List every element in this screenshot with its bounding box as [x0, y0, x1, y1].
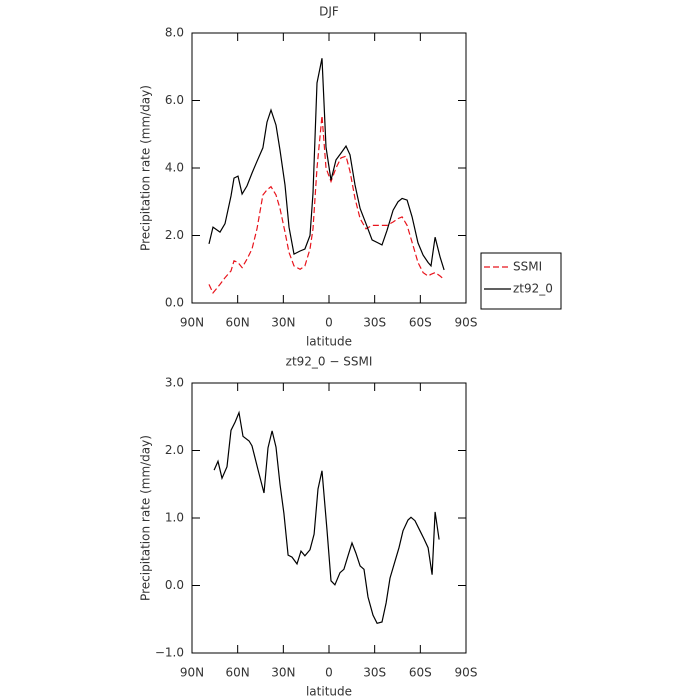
- x-tick-label: 60S: [409, 316, 432, 330]
- chart-title: DJF: [319, 5, 339, 19]
- x-tick-label: 0: [325, 316, 333, 330]
- x-tick-label: 90S: [455, 316, 478, 330]
- x-tick-label: 90S: [455, 666, 478, 680]
- y-tick-label: 0.0: [165, 296, 184, 310]
- legend-box: [480, 252, 562, 310]
- y-tick-label: 2.0: [165, 228, 184, 242]
- x-axis-label: latitude: [306, 335, 352, 349]
- series-line: [208, 115, 445, 295]
- x-tick-label: 60N: [226, 666, 250, 680]
- x-tick-label: 60S: [409, 666, 432, 680]
- x-tick-label: 90N: [180, 666, 204, 680]
- y-tick-label: 1.0: [165, 511, 184, 525]
- series-line: [208, 58, 445, 271]
- x-tick-label: 30N: [271, 316, 295, 330]
- x-tick-label: 30S: [363, 666, 386, 680]
- x-tick-label: 90N: [180, 316, 204, 330]
- y-tick-label: 2.0: [165, 443, 184, 457]
- y-tick-label: 8.0: [165, 26, 184, 40]
- y-tick-label: 0.0: [165, 578, 184, 592]
- x-tick-label: 30N: [271, 666, 295, 680]
- y-tick-label: 3.0: [165, 376, 184, 390]
- chart-title: zt92_0 − SSMI: [286, 355, 373, 369]
- y-axis-label: Precipitation rate (mm/day): [139, 85, 153, 251]
- x-axis-label: latitude: [306, 685, 352, 699]
- plot-frame: [191, 32, 467, 304]
- legend-label: SSMI: [513, 260, 542, 274]
- legend-label: zt92_0: [513, 282, 553, 296]
- plot-frame: [191, 382, 467, 654]
- y-tick-label: −1.0: [155, 646, 184, 660]
- x-tick-label: 60N: [226, 316, 250, 330]
- y-tick-label: 4.0: [165, 161, 184, 175]
- series-line: [213, 410, 440, 625]
- x-tick-label: 30S: [363, 316, 386, 330]
- y-axis-label: Precipitation rate (mm/day): [139, 435, 153, 601]
- y-tick-label: 6.0: [165, 93, 184, 107]
- x-tick-label: 0: [325, 666, 333, 680]
